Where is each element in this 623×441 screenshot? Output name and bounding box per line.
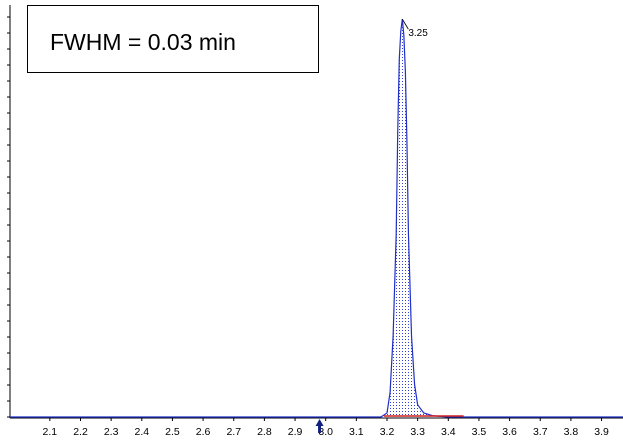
x-tick-label: 2.9 <box>288 426 303 438</box>
annotation-box <box>27 5 319 73</box>
x-tick-label: 2.8 <box>257 426 272 438</box>
x-tick-label: 3.8 <box>564 426 579 438</box>
annotation: FWHM = 0.03 min <box>50 29 236 55</box>
peak-area <box>10 19 623 418</box>
marker-arrow <box>315 419 324 433</box>
x-tick-label: 3.5 <box>472 426 487 438</box>
x-tick-label: 2.1 <box>43 426 58 438</box>
x-tick-label: 3.6 <box>502 426 517 438</box>
x-tick-label: 3.7 <box>533 426 548 438</box>
x-tick-label: 2.6 <box>196 426 211 438</box>
x-tick-label: 2.5 <box>165 426 180 438</box>
x-tick-label: 3.3 <box>410 426 425 438</box>
x-tick-label: 3.4 <box>441 426 456 438</box>
x-tick-label: 3.9 <box>594 426 609 438</box>
peak-label: 3.25 <box>408 28 428 39</box>
x-tick-label: 3.0 <box>318 426 333 438</box>
x-tick-label: 2.4 <box>134 426 149 438</box>
x-tick-label: 2.7 <box>226 426 241 438</box>
trace-line <box>10 19 623 418</box>
x-tick-label: 3.2 <box>380 426 395 438</box>
x-tick-label: 2.3 <box>104 426 119 438</box>
x-tick-label: 3.1 <box>349 426 364 438</box>
x-tick-label: 2.2 <box>73 426 88 438</box>
peak-leader <box>401 18 409 30</box>
